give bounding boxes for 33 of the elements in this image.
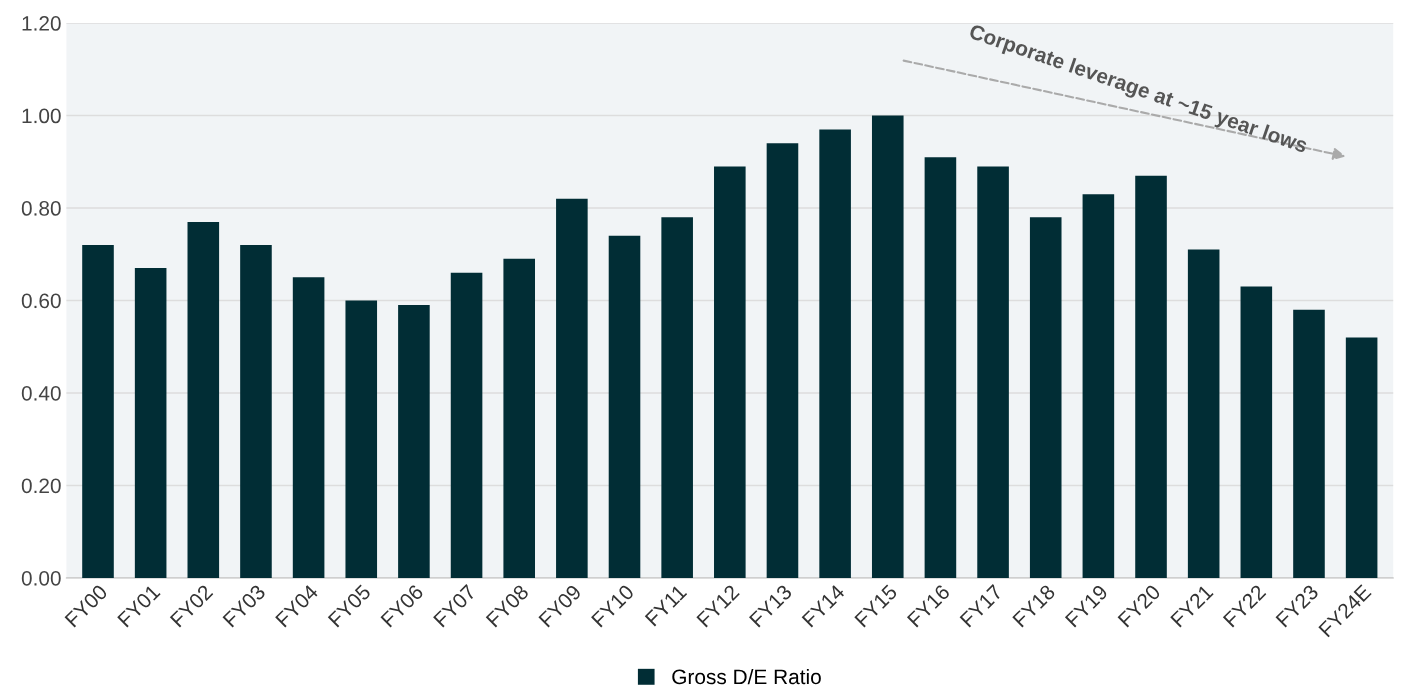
y-tick-label: 0.80: [21, 201, 61, 216]
bar: [1345, 337, 1378, 578]
y-tick-label: 0.00: [21, 570, 61, 586]
y-tick-label: 1.20: [22, 16, 61, 31]
y-tick-label: 0.20: [21, 478, 61, 494]
bar: [1135, 175, 1167, 578]
bar: [82, 245, 114, 578]
legend-label: Gross D/E Ratio: [672, 668, 821, 685]
bar: [1187, 249, 1220, 578]
bar: [134, 268, 167, 578]
bar: [345, 300, 378, 578]
bar: [819, 129, 851, 578]
bar: [1082, 194, 1115, 578]
bar: [608, 235, 641, 578]
y-tick-label: 0.40: [21, 385, 61, 401]
bar: [924, 157, 957, 578]
bar: [766, 143, 799, 578]
bar: [503, 258, 536, 578]
bar: [661, 217, 693, 578]
bar: [1029, 217, 1062, 578]
bar: [871, 115, 904, 578]
bar: [450, 272, 483, 578]
bar: [556, 198, 588, 578]
y-tick-label: 1.00: [22, 108, 61, 124]
bar: [398, 305, 430, 578]
bar: [977, 166, 1009, 578]
bar: [714, 166, 746, 578]
y-tick-label: 0.60: [21, 293, 61, 309]
bar: [240, 245, 272, 578]
bar: [292, 277, 325, 578]
bar: [1293, 309, 1325, 578]
bar: [187, 221, 220, 578]
bar: [1240, 286, 1273, 578]
